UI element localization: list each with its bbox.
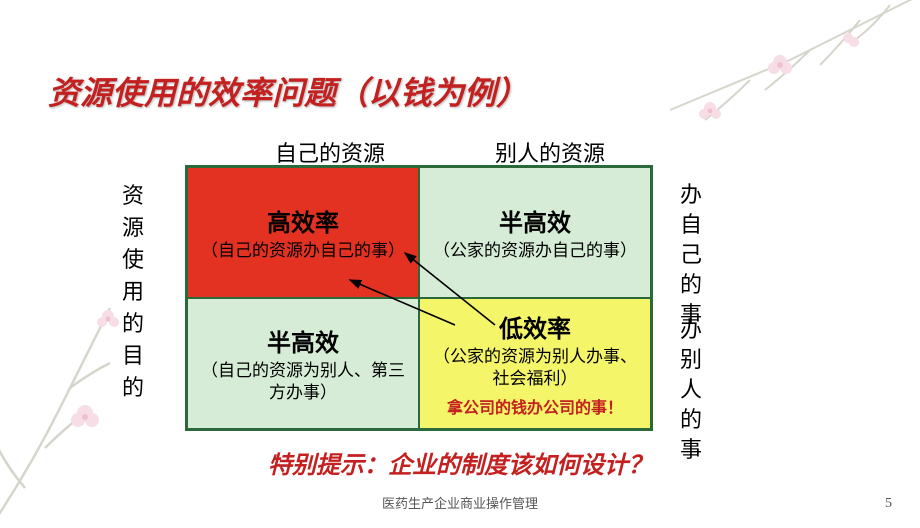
cell-low-eff: 低效率 （公家的资源为别人办事、社会福利） 拿公司的钱办公司的事！ xyxy=(419,298,651,429)
cell-title: 半高效 xyxy=(267,323,339,358)
efficiency-matrix: 高效率 （自己的资源办自己的事） 半高效 （公家的资源办自己的事） 半高效 （自… xyxy=(185,165,653,431)
page-number: 5 xyxy=(885,496,892,512)
bottom-tip: 特别提示：企业的制度该如何设计？ xyxy=(0,445,920,480)
col-header-other: 别人的资源 xyxy=(440,136,660,168)
cell-title: 半高效 xyxy=(499,203,571,238)
slide-title: 资源使用的效率问题（以钱为例） xyxy=(48,68,528,114)
right-label-self: 办自己的事 xyxy=(680,180,702,330)
branch-bottom-left xyxy=(0,268,210,528)
cell-sub: （公家的资源为别人办事、社会福利） xyxy=(426,346,644,390)
left-axis-label: 资源使用的目的 xyxy=(122,180,144,404)
footer-text: 医药生产企业商业操作管理 xyxy=(0,493,920,512)
cell-sub: （公家的资源办自己的事） xyxy=(433,240,637,262)
branch-top-right xyxy=(650,0,920,170)
cell-title: 高效率 xyxy=(267,203,339,238)
col-header-own: 自己的资源 xyxy=(220,136,440,168)
cell-high-eff: 高效率 （自己的资源办自己的事） xyxy=(187,167,419,298)
cell-extra: 拿公司的钱办公司的事！ xyxy=(447,394,623,418)
cell-title: 低效率 xyxy=(499,309,571,344)
cell-sub: （自己的资源办自己的事） xyxy=(201,240,405,262)
cell-half-eff-2: 半高效 （自己的资源为别人、第三方办事） xyxy=(187,298,419,429)
cell-sub: （自己的资源为别人、第三方办事） xyxy=(194,360,412,404)
right-label-others: 办别人的事 xyxy=(680,315,702,465)
cell-half-eff-1: 半高效 （公家的资源办自己的事） xyxy=(419,167,651,298)
